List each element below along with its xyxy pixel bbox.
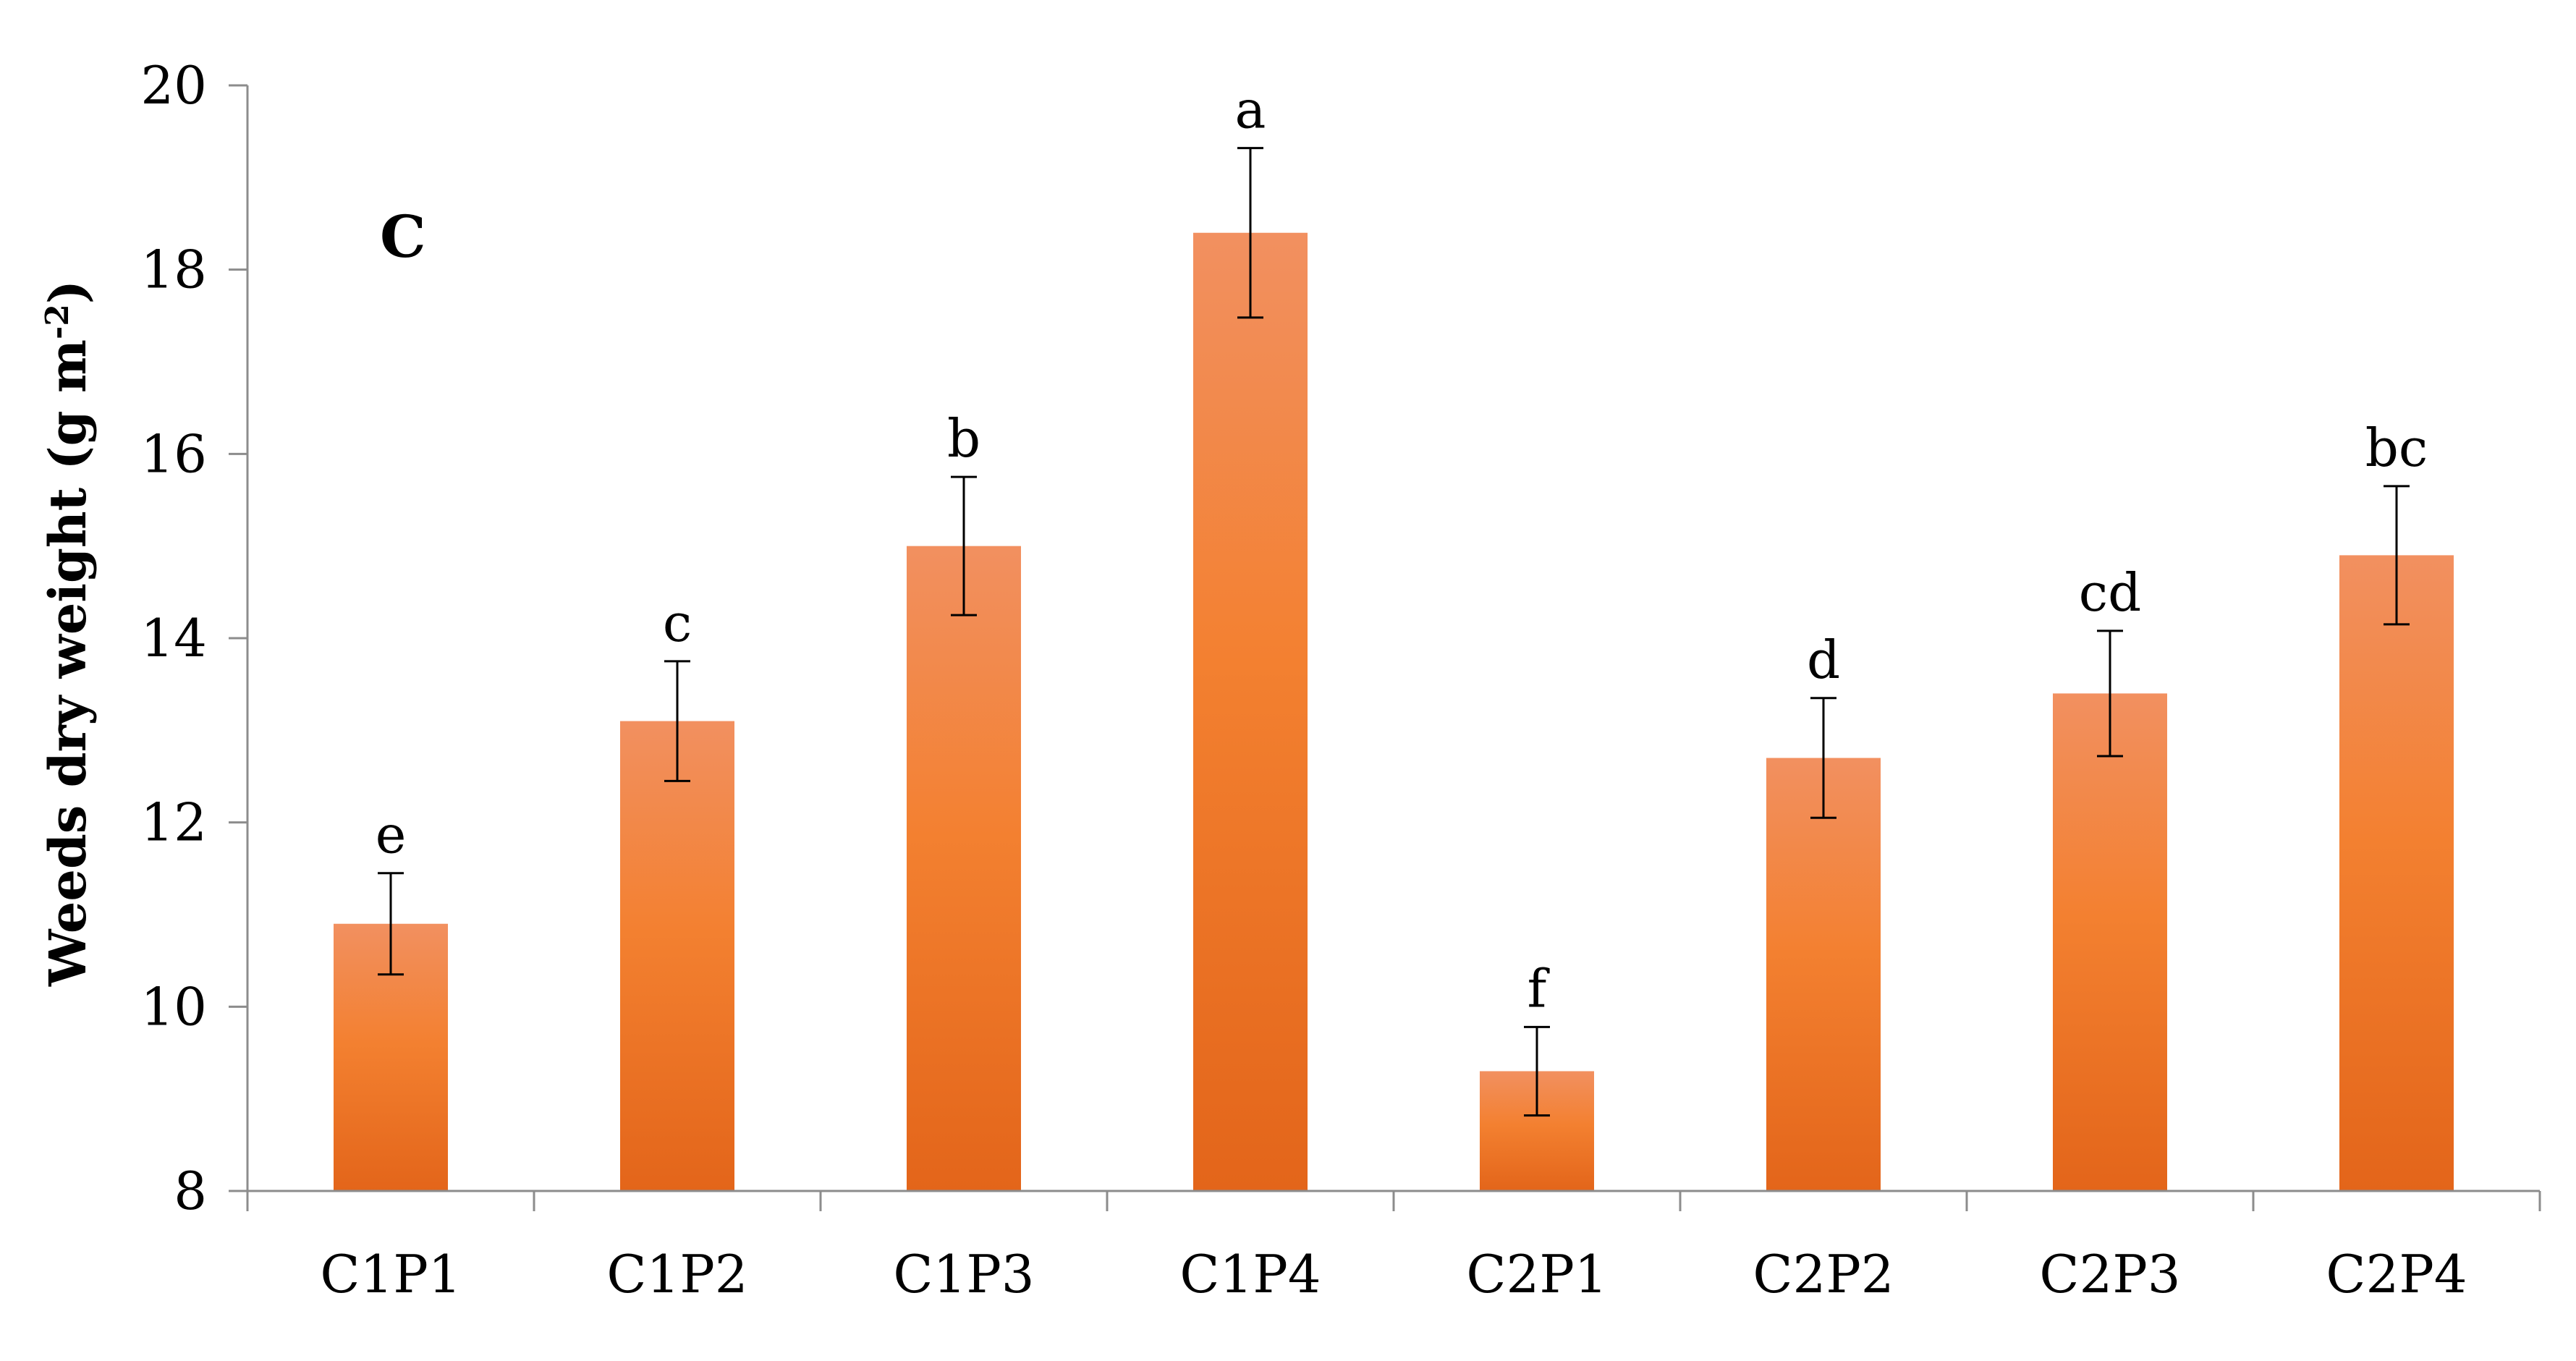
y-tick-label-20: 20	[140, 55, 207, 116]
bar-c2p2	[1766, 758, 1881, 1191]
bar-c1p2	[620, 721, 734, 1191]
significance-label-c1p1: e	[376, 805, 407, 865]
panel-label: C	[380, 203, 426, 271]
y-tick-label-12: 12	[140, 792, 207, 853]
bar-c2p4	[2339, 555, 2454, 1191]
significance-label-c1p4: a	[1235, 80, 1266, 140]
y-tick-label-16: 16	[140, 423, 207, 484]
y-tick-label-8: 8	[174, 1161, 207, 1221]
x-tick-label-c2p2: C2P2	[1753, 1244, 1894, 1305]
significance-label-c1p2: c	[663, 593, 692, 653]
significance-label-c1p3: b	[947, 408, 980, 469]
x-tick-label-c2p3: C2P3	[2039, 1244, 2180, 1305]
y-tick-label-18: 18	[140, 239, 207, 300]
x-tick-label-c2p1: C2P1	[1466, 1244, 1607, 1305]
x-tick-label-c1p4: C1P4	[1179, 1244, 1321, 1305]
y-tick-label-14: 14	[140, 608, 207, 669]
y-tick-label-10: 10	[140, 976, 207, 1037]
significance-label-c2p2: d	[1807, 629, 1840, 690]
y-axis-title: Weeds dry weight (g m-2)	[38, 280, 98, 987]
x-tick-label-c1p1: C1P1	[320, 1244, 461, 1305]
bar-c1p4	[1193, 232, 1308, 1191]
x-tick-label-c2p4: C2P4	[2326, 1244, 2467, 1305]
bar-c2p3	[2053, 693, 2167, 1191]
x-tick-label-c1p3: C1P3	[893, 1244, 1034, 1305]
significance-label-c2p4: bc	[2365, 417, 2428, 478]
significance-label-c2p1: f	[1528, 958, 1550, 1019]
x-tick-label-c1p2: C1P2	[606, 1244, 747, 1305]
significance-label-c2p3: cd	[2079, 562, 2141, 623]
bar-c1p3	[907, 546, 1021, 1191]
